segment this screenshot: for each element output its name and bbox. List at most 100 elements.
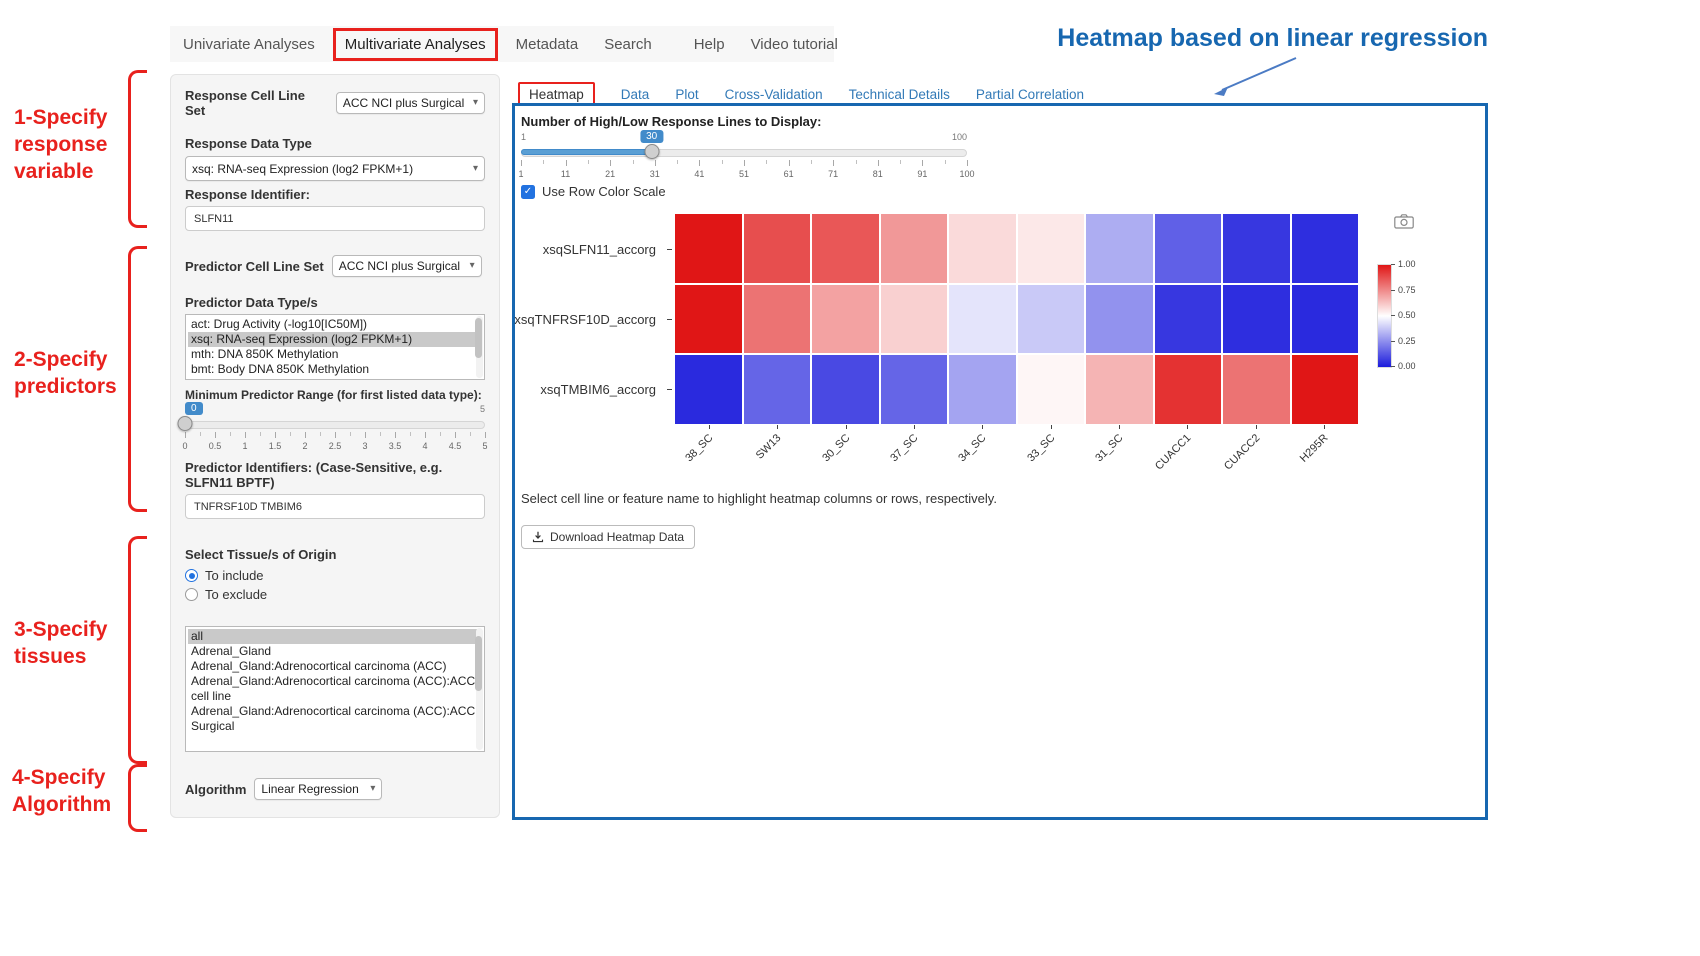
heatmap-row-label[interactable]: xsqTNFRSF10D_accorg [514, 311, 656, 327]
nav-item-metadata[interactable]: Metadata [515, 35, 579, 53]
slider-tick [230, 432, 231, 436]
annotation-step-4: 4-Specify Algorithm [12, 766, 112, 816]
listbox-option[interactable]: Adrenal_Gland:Adrenocortical carcinoma (… [191, 674, 476, 703]
heatmap-column-label[interactable]: H295R [1297, 432, 1331, 465]
heatmap-cell [880, 355, 947, 424]
slider-tick [260, 432, 261, 436]
slider-tick [543, 160, 545, 164]
nav-item-video-tutorial[interactable]: Video tutorial [750, 35, 838, 53]
scrollbar-thumb[interactable] [475, 636, 482, 691]
algorithm-select[interactable]: Linear Regression ▾ [254, 778, 383, 800]
nav-item-multivariate-analyses[interactable]: Multivariate Analyses [332, 27, 498, 61]
include-radio[interactable] [185, 569, 198, 582]
slider-tick [245, 432, 246, 438]
listbox-option[interactable]: Adrenal_Gland:Adrenocortical carcinoma (… [191, 659, 447, 673]
heatmap-cell [1223, 355, 1290, 424]
response-data-type-select[interactable]: xsq: RNA-seq Expression (log2 FPKM+1) ▾ [185, 156, 485, 181]
nav-item-search[interactable]: Search [604, 35, 652, 53]
response-cell-line-set-row: Response Cell Line Set ACC NCI plus Surg… [185, 88, 485, 118]
download-heatmap-data-button[interactable]: Download Heatmap Data [521, 525, 696, 549]
heatmap-cell [1291, 355, 1358, 424]
slider-handle[interactable] [644, 144, 660, 159]
select-value: ACC NCI plus Surgical [342, 96, 465, 110]
tab-technical-details[interactable]: Technical Details [848, 87, 950, 102]
heatmap-column-label[interactable]: CUACC1 [1153, 432, 1194, 473]
heatmap-cell [675, 284, 742, 354]
heatmap-row-label[interactable]: xsqSLFN11_accorg [542, 241, 656, 257]
tab-data[interactable]: Data [620, 87, 650, 102]
slider-grid: 1 11 21 31 41 51 61 71 81 91 100 [518, 160, 975, 180]
tab-cross-validation[interactable]: Cross-Validation [724, 87, 823, 102]
listbox-option[interactable]: xsq: RNA-seq Expression (log2 FPKM+1) [188, 332, 482, 347]
tab-partial-correlation[interactable]: Partial Correlation [975, 87, 1084, 102]
listbox-option[interactable]: Adrenal_Gland [191, 644, 272, 658]
slider-tick-label: 91 [917, 169, 928, 179]
scrollbar[interactable] [475, 316, 483, 378]
annotation-step-2: 2-Specify predictors [14, 348, 117, 398]
slider-tick-label: 100 [959, 169, 975, 179]
listbox-option[interactable]: act: Drug Activity (-log10[IC50M]) [191, 317, 368, 331]
slider-tick-label: 2.5 [328, 441, 342, 451]
predictor-cell-line-set-select[interactable]: ACC NCI plus Surgical ▾ [331, 255, 482, 277]
slider-tick-label: 4.5 [448, 441, 462, 451]
heatmap-column-label[interactable]: 31_SC [1093, 432, 1126, 465]
heatmap-column-label[interactable]: 33_SC [1024, 432, 1058, 465]
nav-item-univariate-analyses[interactable]: Univariate Analyses [183, 35, 315, 53]
include-radio-label: To include [205, 568, 264, 583]
listbox-option[interactable]: bmt: Body DNA 850K Methylation [191, 362, 370, 376]
slider-tick [455, 432, 456, 438]
colorbar-tick [1391, 366, 1395, 367]
colorbar-tick-label: 0.50 [1398, 310, 1416, 320]
slider-handle[interactable] [177, 416, 193, 431]
heatmap-cell [1017, 355, 1084, 424]
slider-tick-label: 41 [694, 169, 705, 179]
slider-tick [744, 160, 745, 166]
response-identifier-input[interactable] [185, 206, 485, 231]
heatmap-column-label[interactable]: CUACC2 [1221, 432, 1263, 473]
heatmap-row-label[interactable]: xsqTMBIM6_accorg [540, 381, 656, 397]
min-predictor-range-slider[interactable]: 5 0 0 0.5 1 1.5 2 2.5 3 3.5 4 4.5 5 [177, 402, 488, 452]
slider-tick-label: 71 [828, 169, 839, 179]
tissue-listbox[interactable]: all Adrenal_Gland Adrenal_Gland:Adrenocort… [185, 626, 485, 752]
y-tick [667, 249, 672, 250]
x-tick [914, 425, 916, 429]
heatmap-cell [1017, 214, 1084, 283]
heatmap-cell [812, 214, 879, 283]
response-identifier-label: Response Identifier: [185, 187, 310, 202]
slider-tick [877, 160, 879, 166]
listbox-option[interactable]: all [188, 629, 482, 644]
heatmap-cell [812, 355, 879, 424]
x-tick [982, 425, 984, 429]
algorithm-row: Algorithm Linear Regression ▾ [185, 778, 485, 800]
colorbar-tick-label: 0.75 [1398, 284, 1416, 295]
x-tick [1255, 425, 1257, 429]
heatmap-colorbar [1377, 264, 1392, 368]
slider-tick [365, 432, 366, 438]
exclude-radio[interactable] [185, 588, 198, 601]
row-color-scale-checkbox[interactable]: ✓ [521, 184, 535, 199]
bracket-3 [128, 536, 147, 764]
predictor-cell-line-set-label: Predictor Cell Line Set [185, 258, 324, 274]
slider-tick-label: 3 [362, 441, 368, 451]
response-cell-line-set-select[interactable]: ACC NCI plus Surgical ▾ [335, 92, 485, 114]
listbox-option[interactable]: Adrenal_Gland:Adrenocortical carcinoma (… [191, 704, 476, 733]
predictor-identifiers-input[interactable] [185, 494, 485, 519]
slider-tick [721, 160, 723, 164]
slider-tick-label: 3.5 [388, 441, 402, 451]
heatmap-cell [1154, 355, 1221, 424]
nav-item-help[interactable]: Help [693, 35, 725, 53]
slider-tick [610, 160, 612, 166]
scrollbar[interactable] [475, 628, 483, 750]
scrollbar-thumb[interactable] [475, 318, 482, 358]
response-lines-slider[interactable]: 1 100 30 1 11 21 31 41 51 61 71 81 91 100 [518, 130, 975, 180]
heatmap-cell [949, 284, 1016, 354]
listbox-option[interactable]: mth: DNA 850K Methylation [191, 347, 339, 361]
slider-track[interactable] [185, 421, 485, 429]
lines-slider-label: Number of High/Low Response Lines to Dis… [521, 114, 822, 129]
slider-tick-label: 61 [783, 169, 794, 179]
predictor-data-types-listbox[interactable]: act: Drug Activity (-log10[IC50M]) xsq: R… [185, 314, 485, 380]
x-tick [1050, 425, 1052, 429]
camera-icon[interactable] [1394, 214, 1414, 229]
tab-plot[interactable]: Plot [675, 87, 699, 102]
slider-min-label: 1 [521, 132, 527, 142]
